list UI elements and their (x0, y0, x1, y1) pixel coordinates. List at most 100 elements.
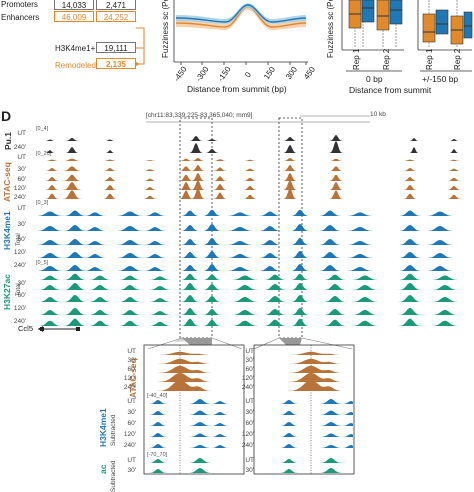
zoom-r-atac-240: 240' (241, 384, 254, 391)
line-chart (173, 0, 308, 65)
row-me1-ut: UT (17, 205, 26, 212)
zoom-r-ac-ut: UT (245, 457, 254, 464)
zoom-atac-1-3 (255, 372, 353, 382)
zoom-atac-ut: UT (127, 348, 136, 355)
scale-pu1: [0_4] (36, 126, 49, 132)
row-atac-120: 120' (13, 185, 26, 192)
zoom-atac-120: 120' (123, 375, 136, 382)
zoom-ac-1-1 (255, 468, 353, 473)
h3k27ac-track-3 (38, 308, 470, 315)
box-xlabel: Distance from summit (349, 85, 432, 95)
zoom-atac-1-4 (255, 379, 353, 391)
row-me1-120: 120' (13, 249, 26, 256)
zoom-me1-1-0 (255, 399, 353, 404)
h3k4me1-track-4 (38, 264, 470, 271)
zoom-r-me1-240: 240' (241, 442, 254, 449)
row-ac-120: 120' (13, 305, 26, 312)
zoom-me1-60: 60' (127, 420, 136, 427)
box-group-label-1: 0 bp (366, 74, 383, 84)
h3k4me1-track-1 (38, 224, 470, 231)
zoom-atac-60: 60' (127, 366, 136, 373)
browser-coords: [chr11:83,339,225-83,365,040; mm9] (146, 112, 253, 119)
zoom-r-atac-ut: UT (245, 348, 254, 355)
zoom-r-ac-30: 30' (245, 467, 254, 474)
zoom-me1-0-2 (145, 422, 243, 426)
scale-atac: [0_20] (36, 151, 52, 157)
zoom-insets (143, 344, 355, 475)
browser-tracks (38, 115, 470, 350)
zoom-scale-ac: [-70_70] (147, 452, 168, 458)
zoom-me1-1-4 (255, 444, 353, 448)
zoom-ac-0-0 (145, 458, 243, 463)
zoom-r-me1-120: 120' (241, 431, 254, 438)
h3k27ac-track-4 (38, 318, 470, 326)
row-atac-ut: UT (17, 154, 26, 161)
row-atac-60: 60' (17, 176, 26, 183)
zoom-atac-0-1 (145, 358, 243, 364)
zoom-me1-0-4 (145, 444, 243, 448)
zoom-ac-30: 30' (127, 467, 136, 474)
zoom-me1-ut: UT (127, 398, 136, 405)
row-ac-30: 30' (17, 280, 26, 287)
row-ac-60: 60' (17, 292, 26, 299)
gene-label-ccl5: Ccl5 (18, 324, 34, 333)
zoom-me1-30: 30' (127, 409, 136, 416)
zoom-ac-1-0 (255, 458, 353, 463)
zoom-r-atac-60: 60' (245, 366, 254, 373)
h3k4me1-track-3 (38, 251, 470, 258)
row-me1-30: 30' (17, 221, 26, 228)
row-atac-240: 240' (13, 194, 26, 201)
zoom-atac-240: 240' (123, 384, 136, 391)
scale-me1: [0_3] (36, 200, 49, 206)
zoom-r-me1-60: 60' (245, 420, 254, 427)
h3k27ac-track-2 (38, 295, 470, 302)
promoters-b-box: 2,471 (96, 0, 136, 10)
h3k4me1-label: H3K4me1+ (55, 44, 96, 53)
remodeled-box: 2,135 (96, 58, 136, 69)
scale-ac: [0_5] (36, 260, 49, 266)
h3k4me1-track-0 (38, 209, 470, 216)
top-connectors (136, 27, 145, 66)
h3k4me1-box: 19,111 (96, 42, 136, 53)
zoom-me1-1-2 (255, 422, 353, 426)
zoom-me1-240: 240' (123, 442, 136, 449)
row-atac-30: 30' (17, 166, 26, 173)
panel-d-letter: D (1, 108, 12, 124)
zoom-r-atac-30: 30' (245, 357, 254, 364)
browser-scalebar-label: 10 kb (370, 111, 386, 118)
row-pu1-240: 240' (13, 144, 26, 151)
box-plots (341, 0, 473, 72)
row-me1-60: 60' (17, 236, 26, 243)
row-pu1-ut: UT (17, 130, 26, 137)
h3k27ac-track-1 (38, 283, 470, 290)
box-group-label-2: +/-150 bp (422, 74, 459, 84)
zoom-scale-me1: [-40_40] (147, 393, 168, 399)
zoom-me1-0-1 (145, 410, 243, 415)
promoters-a-box: 14,033 (54, 0, 94, 10)
zoom-atac-0-3 (145, 372, 243, 382)
enhancers-b-box: 24,252 (96, 11, 136, 22)
zoom-atac-30: 30' (127, 357, 136, 364)
zoom-atac-0-0 (145, 351, 243, 355)
zoom-me1-1-3 (255, 433, 353, 437)
zoom-atac-1-0 (255, 351, 353, 355)
zoom-r-me1-ut: UT (245, 398, 254, 405)
h3k27ac-track-0 (38, 273, 470, 280)
zoom-r-me1-30: 30' (245, 409, 254, 416)
zoom-atac-0-2 (145, 365, 243, 373)
zoom-atac-1-2 (255, 365, 353, 373)
row-me1-240: 240' (13, 262, 26, 269)
zoom-me1-0-0 (145, 399, 243, 404)
enhancers-a-box: 46,009 (54, 11, 94, 22)
promoters-label: Promoters (1, 0, 38, 9)
enhancers-label: Enhancers (1, 13, 40, 22)
remodeled-label: Remodeled (55, 61, 96, 70)
zoom-atac-1-1 (255, 358, 353, 364)
zoom-me1-120: 120' (123, 431, 136, 438)
zoom-r-atac-120: 120' (241, 375, 254, 382)
zoom-ac-ut: UT (127, 457, 136, 464)
row-ac-240: 240' (13, 318, 26, 325)
line-xlabel: Distance from summit (bp) (187, 84, 287, 94)
zoom-me1-0-3 (145, 433, 243, 437)
zoom-atac-0-4 (145, 379, 243, 391)
